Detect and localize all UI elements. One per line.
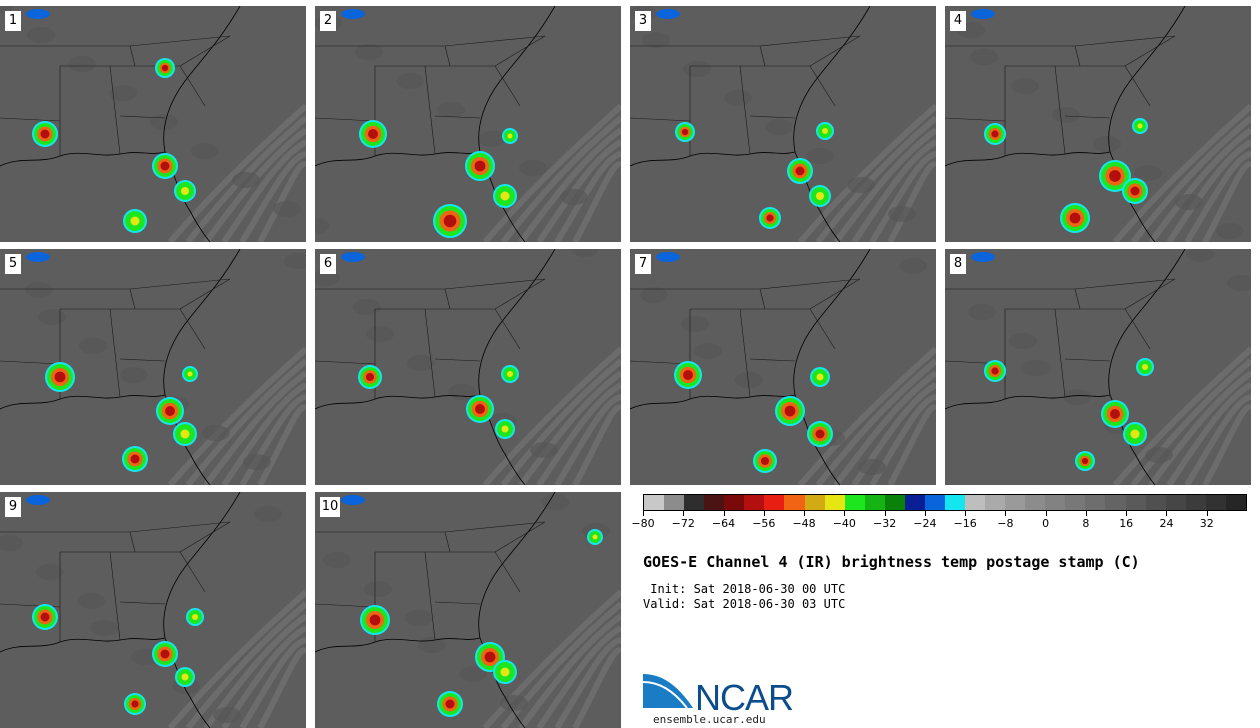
colorbar-segment (664, 495, 685, 510)
panel-number: 6 (320, 254, 336, 274)
map-panel-6: 6 (315, 249, 621, 485)
map-panel-7: 7 (630, 249, 936, 485)
colorbar-segment (704, 495, 725, 510)
colorbar-segment (824, 495, 845, 510)
colorbar-tick (804, 511, 806, 516)
init-time: Init: Sat 2018-06-30 00 UTC (643, 582, 846, 596)
colorbar-tick-label: −16 (953, 517, 977, 530)
colorbar-tick-label: 8 (1082, 517, 1090, 530)
colorbar-tick (1126, 511, 1128, 516)
colorbar-tick-label: −24 (913, 517, 937, 530)
colorbar-tick (1166, 511, 1168, 516)
colorbar-segment (1145, 495, 1166, 510)
colorbar-tick-label: −72 (671, 517, 695, 530)
map-image (630, 249, 936, 485)
ncar-logo-text: NCAR (695, 677, 794, 718)
panel-number: 8 (950, 254, 966, 274)
colorbar-segment (844, 495, 865, 510)
colorbar (643, 494, 1247, 511)
map-panel-10: 10 (315, 492, 621, 728)
valid-time: Valid: Sat 2018-06-30 03 UTC (643, 597, 846, 611)
map-panel-2: 2 (315, 6, 621, 242)
map-image (0, 6, 306, 242)
colorbar-tick (763, 511, 765, 516)
colorbar-tick-label: −48 (792, 517, 816, 530)
colorbar-tick-label: −80 (631, 517, 655, 530)
colorbar-segment (1005, 495, 1026, 510)
colorbar-segment (1185, 495, 1206, 510)
map-panel-9: 9 (0, 492, 306, 728)
colorbar-tick-label: 24 (1159, 517, 1174, 530)
colorbar-tick-label: 32 (1199, 517, 1214, 530)
colorbar-segment (1165, 495, 1186, 510)
map-image (315, 6, 621, 242)
colorbar-tick (884, 511, 886, 516)
colorbar-tick-label: −8 (997, 517, 1014, 530)
panel-number: 5 (5, 254, 21, 274)
colorbar-segment (764, 495, 785, 510)
map-panel-4: 4 (945, 6, 1251, 242)
panel-number: 7 (635, 254, 651, 274)
colorbar-segment (684, 495, 705, 510)
panel-number: 3 (635, 11, 651, 31)
colorbar-segment (1085, 495, 1106, 510)
colorbar-tick-label: −56 (752, 517, 776, 530)
colorbar-segment (1125, 495, 1146, 510)
colorbar-tick (723, 511, 725, 516)
map-image (630, 6, 936, 242)
map-image (0, 249, 306, 485)
colorbar-segment (804, 495, 825, 510)
colorbar-segment (724, 495, 745, 510)
map-image (945, 249, 1251, 485)
figure-title: GOES-E Channel 4 (IR) brightness temp po… (643, 553, 1140, 571)
map-panel-8: 8 (945, 249, 1251, 485)
colorbar-tick (965, 511, 967, 516)
colorbar-segment (884, 495, 905, 510)
colorbar-segment (1045, 495, 1066, 510)
panel-number: 4 (950, 11, 966, 31)
panel-number: 10 (320, 497, 340, 517)
map-image (315, 249, 621, 485)
colorbar-tick (1085, 511, 1087, 516)
colorbar-segment (904, 495, 925, 510)
colorbar-segment (1205, 495, 1226, 510)
logo-url: ensemble.ucar.edu (653, 713, 766, 726)
colorbar-tick-label: −40 (832, 517, 856, 530)
colorbar-tick (924, 511, 926, 516)
colorbar-ticks: −80 −72 −64 −56 −48 −40 −32 −24 −16 −8 0 8 16 24 32 (631, 511, 1247, 533)
colorbar-tick (683, 511, 685, 516)
map-panel-3: 3 (630, 6, 936, 242)
colorbar-tick (844, 511, 846, 516)
colorbar-segment (644, 495, 665, 510)
colorbar-segment (965, 495, 986, 510)
colorbar-tick-label: −64 (711, 517, 736, 530)
map-panel-1: 1 (0, 6, 306, 242)
map-image (315, 492, 621, 728)
colorbar-tick (1045, 511, 1047, 516)
colorbar-segment (1105, 495, 1126, 510)
colorbar-tick-label: 16 (1119, 517, 1134, 530)
map-image (0, 492, 306, 728)
colorbar-tick-label: 0 (1042, 517, 1050, 530)
panel-number: 2 (320, 11, 336, 31)
colorbar-segment (1225, 495, 1246, 510)
panel-number: 1 (5, 11, 21, 31)
colorbar-tick (1206, 511, 1208, 516)
colorbar-tick-label: −32 (872, 517, 897, 530)
colorbar-segment (744, 495, 765, 510)
colorbar-segment (924, 495, 945, 510)
map-image (945, 6, 1251, 242)
colorbar-tick (643, 511, 644, 516)
colorbar-segment (864, 495, 885, 510)
colorbar-segment (944, 495, 965, 510)
colorbar-tick (1005, 511, 1007, 516)
colorbar-segment (1025, 495, 1046, 510)
colorbar-segment (1065, 495, 1086, 510)
panel-number: 9 (5, 497, 21, 517)
colorbar-segment (985, 495, 1006, 510)
map-panel-5: 5 (0, 249, 306, 485)
colorbar-segment (784, 495, 805, 510)
ncar-logo-icon (643, 674, 693, 709)
